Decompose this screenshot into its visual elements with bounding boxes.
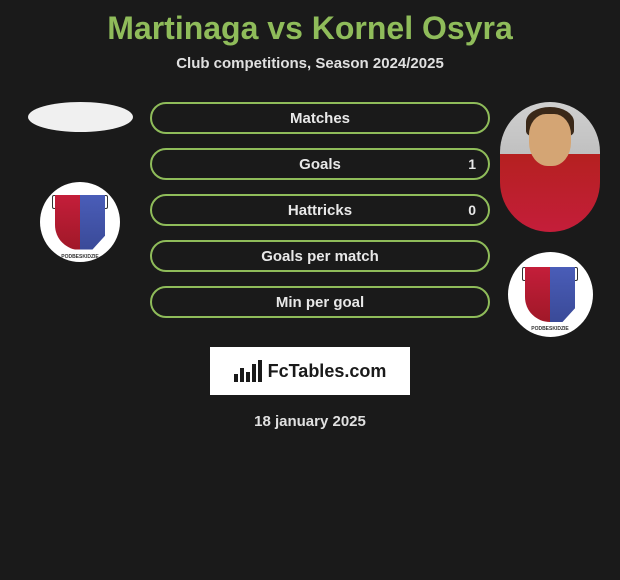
- subtitle: Club competitions, Season 2024/2025: [0, 55, 620, 72]
- shield-name: PODBESKIDZIE: [53, 254, 107, 260]
- date-label: 18 january 2025: [254, 413, 366, 430]
- footer: FcTables.com 18 january 2025: [0, 347, 620, 430]
- stats-column: Matches Goals 1 Hattricks 0 Goals per ma…: [150, 102, 490, 318]
- stat-row-goals: Goals 1: [150, 148, 490, 180]
- player-left-placeholder: [28, 102, 133, 132]
- club-logo-left: TS PODBESKIDZIE: [40, 182, 120, 262]
- stat-label: Goals per match: [261, 248, 379, 265]
- page-title: Martinaga vs Kornel Osyra: [0, 0, 620, 55]
- stat-value-right: 0: [468, 202, 476, 218]
- shield-name: PODBESKIDZIE: [523, 326, 577, 332]
- left-column: TS PODBESKIDZIE: [20, 102, 140, 262]
- stat-row-matches: Matches: [150, 102, 490, 134]
- right-column: TS PODBESKIDZIE: [500, 102, 600, 337]
- stat-label: Min per goal: [276, 294, 364, 311]
- player-right-photo: [500, 102, 600, 232]
- shield-icon: TS PODBESKIDZIE: [525, 267, 575, 322]
- brand-name: FcTables.com: [268, 361, 387, 382]
- stat-row-min-per-goal: Min per goal: [150, 286, 490, 318]
- shield-icon: TS PODBESKIDZIE: [55, 195, 105, 250]
- stat-row-goals-per-match: Goals per match: [150, 240, 490, 272]
- stat-label: Matches: [290, 110, 350, 127]
- stat-value-right: 1: [468, 156, 476, 172]
- club-logo-right: TS PODBESKIDZIE: [508, 252, 593, 337]
- main-content: TS PODBESKIDZIE Matches Goals 1 Hattrick…: [0, 102, 620, 337]
- brand-logo-box: FcTables.com: [210, 347, 410, 395]
- stat-label: Goals: [299, 156, 341, 173]
- stat-label: Hattricks: [288, 202, 352, 219]
- stat-row-hattricks: Hattricks 0: [150, 194, 490, 226]
- chart-bars-icon: [234, 360, 262, 382]
